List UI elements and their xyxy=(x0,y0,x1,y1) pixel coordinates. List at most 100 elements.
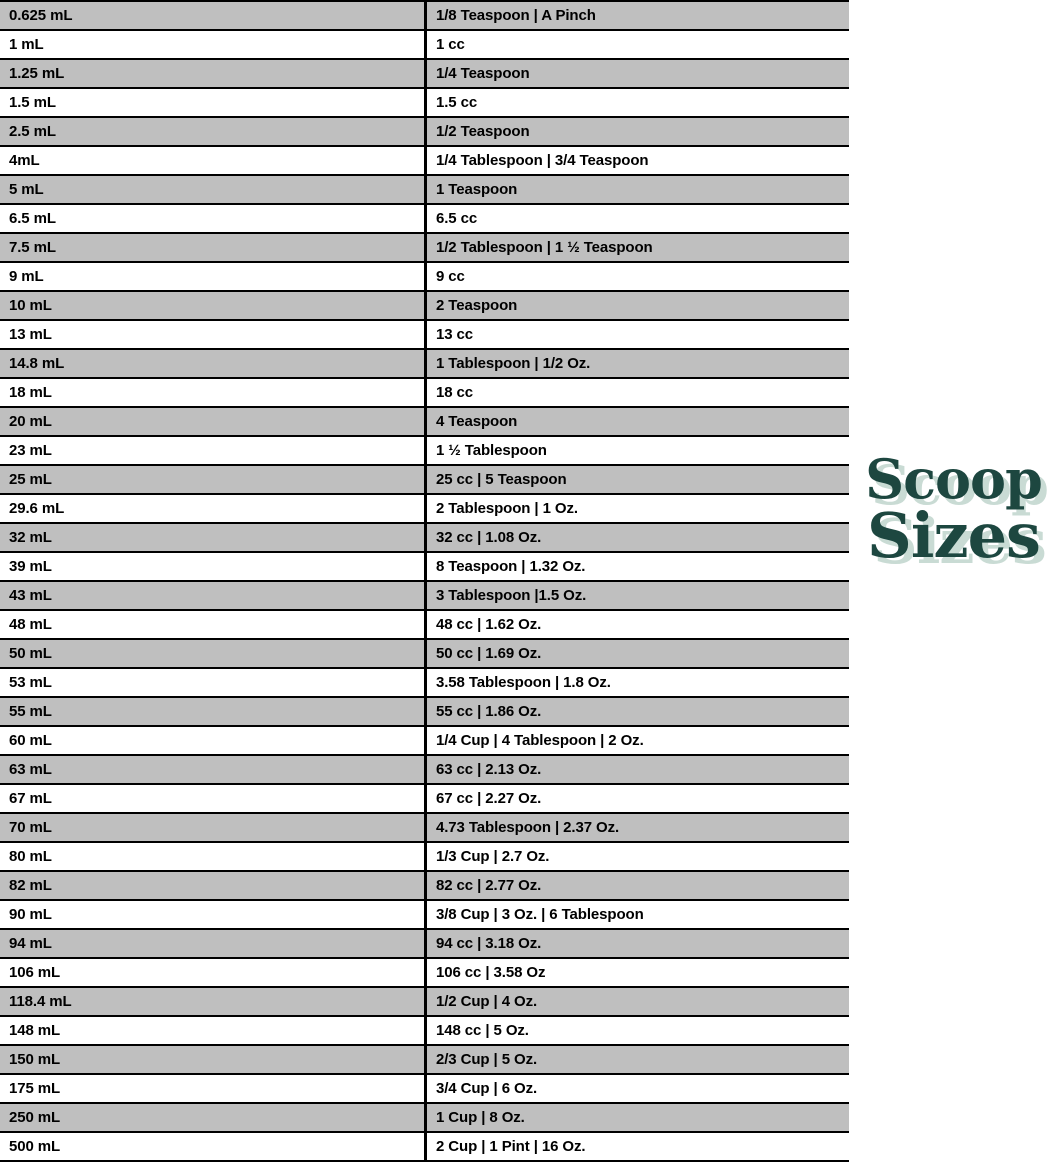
table-row: 82 mL 82 cc | 2.77 Oz. xyxy=(0,870,849,901)
table-row: 1.5 mL 1.5 cc xyxy=(0,87,849,118)
table-row: 4mL 1/4 Tablespoon | 3/4 Teaspoon xyxy=(0,145,849,176)
table-row: 250 mL 1 Cup | 8 Oz. xyxy=(0,1102,849,1133)
table-row: 23 mL 1 ½ Tablespoon xyxy=(0,435,849,466)
cell-milliliters: 5 mL xyxy=(0,174,427,205)
cell-milliliters: 82 mL xyxy=(0,870,427,901)
cell-equivalents: 1/2 Cup | 4 Oz. xyxy=(425,986,849,1017)
cell-milliliters: 10 mL xyxy=(0,290,427,321)
cell-milliliters: 1.25 mL xyxy=(0,58,427,89)
table-row: 63 mL 63 cc | 2.13 Oz. xyxy=(0,754,849,785)
cell-equivalents: 106 cc | 3.58 Oz xyxy=(425,957,849,988)
table-row: 94 mL 94 cc | 3.18 Oz. xyxy=(0,928,849,959)
cell-equivalents: 13 cc xyxy=(425,319,849,350)
cell-equivalents: 1/4 Teaspoon xyxy=(425,58,849,89)
table-row: 118.4 mL 1/2 Cup | 4 Oz. xyxy=(0,986,849,1017)
logo-line-sizes: Sizes xyxy=(867,498,1041,572)
cell-milliliters: 118.4 mL xyxy=(0,986,427,1017)
table-row: 2.5 mL 1/2 Teaspoon xyxy=(0,116,849,147)
cell-milliliters: 175 mL xyxy=(0,1073,427,1104)
cell-milliliters: 2.5 mL xyxy=(0,116,427,147)
cell-equivalents: 3 Tablespoon |1.5 Oz. xyxy=(425,580,849,611)
cell-equivalents: 8 Teaspoon | 1.32 Oz. xyxy=(425,551,849,582)
cell-equivalents: 94 cc | 3.18 Oz. xyxy=(425,928,849,959)
cell-equivalents: 6.5 cc xyxy=(425,203,849,234)
cell-milliliters: 50 mL xyxy=(0,638,427,669)
cell-equivalents: 1.5 cc xyxy=(425,87,849,118)
table-row: 20 mL 4 Teaspoon xyxy=(0,406,849,437)
cell-milliliters: 94 mL xyxy=(0,928,427,959)
cell-milliliters: 48 mL xyxy=(0,609,427,640)
table-row: 1 mL 1 cc xyxy=(0,29,849,60)
cell-equivalents: 55 cc | 1.86 Oz. xyxy=(425,696,849,727)
cell-equivalents: 1 cc xyxy=(425,29,849,60)
cell-equivalents: 2 Cup | 1 Pint | 16 Oz. xyxy=(425,1131,849,1162)
scoop-sizes-logo: Scoop Sizes xyxy=(846,447,1061,620)
table-row: 67 mL 67 cc | 2.27 Oz. xyxy=(0,783,849,814)
table-row: 55 mL 55 cc | 1.86 Oz. xyxy=(0,696,849,727)
cell-equivalents: 3/8 Cup | 3 Oz. | 6 Tablespoon xyxy=(425,899,849,930)
table-row: 500 mL 2 Cup | 1 Pint | 16 Oz. xyxy=(0,1131,849,1162)
cell-milliliters: 70 mL xyxy=(0,812,427,843)
cell-milliliters: 55 mL xyxy=(0,696,427,727)
cell-equivalents: 2 Teaspoon xyxy=(425,290,849,321)
table-row: 13 mL 13 cc xyxy=(0,319,849,350)
cell-equivalents: 1 ½ Tablespoon xyxy=(425,435,849,466)
cell-milliliters: 80 mL xyxy=(0,841,427,872)
table-row: 43 mL 3 Tablespoon |1.5 Oz. xyxy=(0,580,849,611)
cell-equivalents: 1/3 Cup | 2.7 Oz. xyxy=(425,841,849,872)
table-row: 7.5 mL 1/2 Tablespoon | 1 ½ Teaspoon xyxy=(0,232,849,263)
cell-equivalents: 25 cc | 5 Teaspoon xyxy=(425,464,849,495)
cell-milliliters: 29.6 mL xyxy=(0,493,427,524)
cell-equivalents: 67 cc | 2.27 Oz. xyxy=(425,783,849,814)
cell-milliliters: 32 mL xyxy=(0,522,427,553)
table-row: 150 mL 2/3 Cup | 5 Oz. xyxy=(0,1044,849,1075)
cell-equivalents: 1/8 Teaspoon | A Pinch xyxy=(425,0,849,31)
table-row: 50 mL 50 cc | 1.69 Oz. xyxy=(0,638,849,669)
table-row: 175 mL 3/4 Cup | 6 Oz. xyxy=(0,1073,849,1104)
cell-milliliters: 25 mL xyxy=(0,464,427,495)
cell-milliliters: 20 mL xyxy=(0,406,427,437)
cell-milliliters: 150 mL xyxy=(0,1044,427,1075)
cell-equivalents: 1 Teaspoon xyxy=(425,174,849,205)
cell-equivalents: 1/2 Teaspoon xyxy=(425,116,849,147)
table-row: 106 mL 106 cc | 3.58 Oz xyxy=(0,957,849,988)
cell-equivalents: 82 cc | 2.77 Oz. xyxy=(425,870,849,901)
table-row: 32 mL 32 cc | 1.08 Oz. xyxy=(0,522,849,553)
cell-milliliters: 6.5 mL xyxy=(0,203,427,234)
table-row: 48 mL 48 cc | 1.62 Oz. xyxy=(0,609,849,640)
cell-milliliters: 7.5 mL xyxy=(0,232,427,263)
table-row: 5 mL 1 Teaspoon xyxy=(0,174,849,205)
table-row: 53 mL 3.58 Tablespoon | 1.8 Oz. xyxy=(0,667,849,698)
cell-equivalents: 148 cc | 5 Oz. xyxy=(425,1015,849,1046)
cell-milliliters: 1.5 mL xyxy=(0,87,427,118)
cell-milliliters: 14.8 mL xyxy=(0,348,427,379)
table-row: 148 mL 148 cc | 5 Oz. xyxy=(0,1015,849,1046)
cell-milliliters: 53 mL xyxy=(0,667,427,698)
cell-milliliters: 23 mL xyxy=(0,435,427,466)
cell-milliliters: 250 mL xyxy=(0,1102,427,1133)
cell-milliliters: 60 mL xyxy=(0,725,427,756)
table-row: 18 mL 18 cc xyxy=(0,377,849,408)
cell-equivalents: 1/4 Cup | 4 Tablespoon | 2 Oz. xyxy=(425,725,849,756)
cell-equivalents: 1/2 Tablespoon | 1 ½ Teaspoon xyxy=(425,232,849,263)
table-row: 6.5 mL 6.5 cc xyxy=(0,203,849,234)
table-row: 0.625 mL 1/8 Teaspoon | A Pinch xyxy=(0,0,849,31)
cell-equivalents: 4 Teaspoon xyxy=(425,406,849,437)
table-body: 0.625 mL 1/8 Teaspoon | A Pinch 1 mL 1 cc 1.… xyxy=(0,0,849,1162)
scoop-size-conversion-table: 0.625 mL 1/8 Teaspoon | A Pinch 1 mL 1 cc 1.… xyxy=(0,0,849,1162)
cell-milliliters: 18 mL xyxy=(0,377,427,408)
cell-equivalents: 48 cc | 1.62 Oz. xyxy=(425,609,849,640)
table-row: 1.25 mL 1/4 Teaspoon xyxy=(0,58,849,89)
cell-milliliters: 0.625 mL xyxy=(0,0,427,31)
cell-equivalents: 9 cc xyxy=(425,261,849,292)
cell-equivalents: 3.58 Tablespoon | 1.8 Oz. xyxy=(425,667,849,698)
cell-milliliters: 500 mL xyxy=(0,1131,427,1162)
cell-equivalents: 1 Cup | 8 Oz. xyxy=(425,1102,849,1133)
table-row: 10 mL 2 Teaspoon xyxy=(0,290,849,321)
logo-line-scoop: Scoop xyxy=(865,447,1043,511)
cell-equivalents: 3/4 Cup | 6 Oz. xyxy=(425,1073,849,1104)
cell-milliliters: 148 mL xyxy=(0,1015,427,1046)
cell-equivalents: 1/4 Tablespoon | 3/4 Teaspoon xyxy=(425,145,849,176)
cell-milliliters: 90 mL xyxy=(0,899,427,930)
cell-milliliters: 63 mL xyxy=(0,754,427,785)
